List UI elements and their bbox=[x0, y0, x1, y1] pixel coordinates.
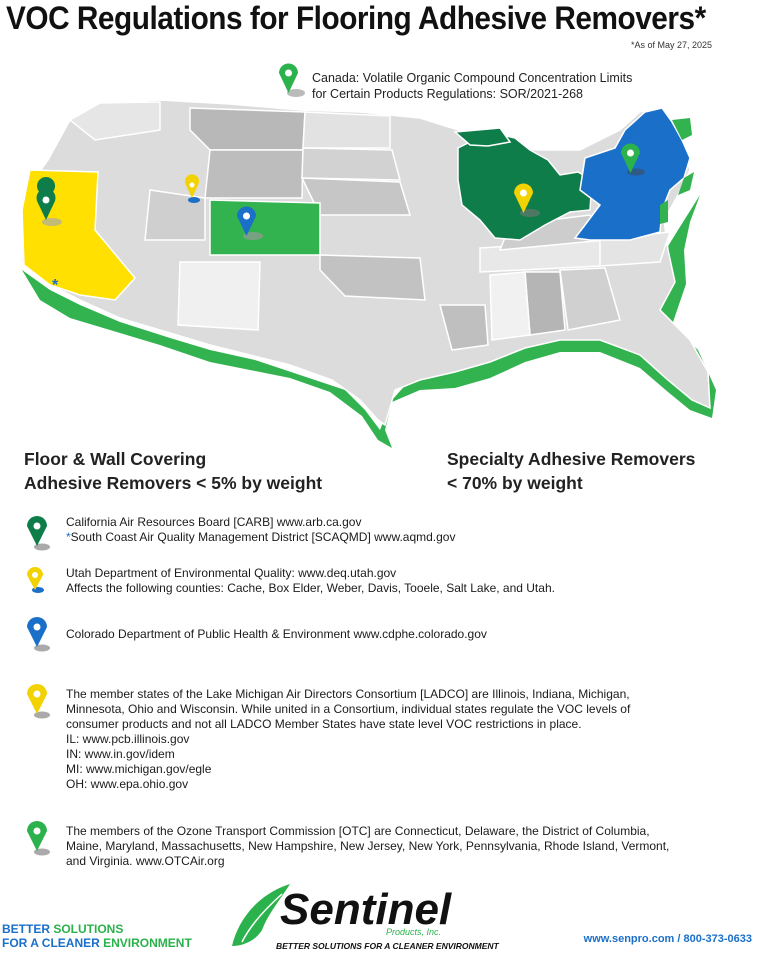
state-alabama bbox=[524, 271, 566, 336]
legend-ladco-line3: consumer products and not all LADCO Memb… bbox=[66, 717, 582, 731]
logo-products-inc: Products, Inc. bbox=[386, 927, 441, 937]
colorado-pin bbox=[237, 206, 263, 240]
canada-note: Canada: Volatile Organic Compound Concen… bbox=[312, 70, 672, 102]
page-title: VOC Regulations for Flooring Adhesive Re… bbox=[6, 0, 706, 36]
legend-carb-line2-text: South Coast Air Quality Management Distr… bbox=[70, 530, 456, 544]
state-montana bbox=[189, 107, 306, 151]
state-utah bbox=[144, 189, 206, 241]
california-carb-pin bbox=[36, 177, 62, 226]
map-pin-icon-otc bbox=[27, 821, 50, 856]
logo-tagline: BETTER SOLUTIONS FOR A CLEANER ENVIRONME… bbox=[276, 941, 500, 951]
legend-ladco-oh: OH: www.epa.ohio.gov bbox=[66, 777, 189, 791]
footer-contact[interactable]: www.senpro.com / 800-373-0633 bbox=[583, 933, 752, 945]
footer-tagline: BETTER SOLUTIONS FOR A CLEANER ENVIRONME… bbox=[2, 922, 192, 950]
legend-utah-line1: Utah Department of Environmental Quality… bbox=[66, 566, 397, 580]
map-pin-icon-ladco bbox=[27, 684, 50, 719]
state-mississippi bbox=[489, 271, 531, 341]
ladco-pin bbox=[514, 183, 540, 217]
michigan-upper bbox=[453, 127, 512, 147]
floor-wall-heading-line1: Floor & Wall Covering bbox=[24, 449, 207, 469]
state-south-dakota bbox=[301, 147, 401, 181]
tagline-environment: ENVIRONMENT bbox=[103, 936, 192, 950]
legend-ladco-line1: The member states of the Lake Michigan A… bbox=[66, 687, 630, 701]
scaqmd-mark: * bbox=[66, 530, 71, 544]
canada-note-line2: for Certain Products Regulations: SOR/20… bbox=[312, 87, 583, 101]
legend-ladco-line2: Minnesota, Ohio and Wisconsin. While uni… bbox=[66, 702, 631, 716]
sentinel-logo: Sentinel Products, Inc. BETTER SOLUTIONS… bbox=[232, 884, 500, 951]
legend-carb-line2: *South Coast Air Quality Management Dist… bbox=[66, 530, 746, 545]
tagline-solutions: SOLUTIONS bbox=[53, 922, 124, 936]
state-new-mexico bbox=[177, 261, 261, 331]
as-of-date: *As of May 27, 2025 bbox=[630, 40, 712, 50]
canada-note-line1: Canada: Volatile Organic Compound Concen… bbox=[312, 71, 633, 85]
state-colorado bbox=[209, 199, 321, 256]
logo-wordmark: Sentinel bbox=[280, 885, 452, 934]
legend-otc-line3: and Virginia. www.OTCAir.org bbox=[66, 854, 225, 868]
state-louisiana bbox=[439, 304, 489, 351]
scaqmd-asterisk: * bbox=[52, 277, 59, 294]
legend-carb-line1: California Air Resources Board [CARB] ww… bbox=[66, 515, 362, 529]
us-voc-map bbox=[21, 63, 716, 448]
canada-pin bbox=[279, 63, 305, 97]
otc-pin bbox=[621, 143, 645, 176]
specialty-heading: Specialty Adhesive Removers < 70% by wei… bbox=[447, 447, 695, 495]
legend-otc-line2: Maine, Maryland, Massachusetts, New Hamp… bbox=[66, 839, 670, 853]
legend-ladco-il: IL: www.pcb.illinois.gov bbox=[66, 732, 190, 746]
legend-colorado-line1: Colorado Department of Public Health & E… bbox=[66, 627, 487, 641]
tagline-for-a-cleaner: FOR A CLEANER bbox=[2, 936, 104, 950]
floor-wall-heading: Floor & Wall Covering Adhesive Removers … bbox=[24, 447, 322, 495]
specialty-heading-line2: < 70% by weight bbox=[447, 473, 583, 493]
map-pin-icon-colorado bbox=[27, 617, 50, 652]
state-washington bbox=[68, 101, 161, 141]
state-oklahoma bbox=[319, 254, 426, 301]
floor-wall-heading-line2: Adhesive Removers < 5% by weight bbox=[24, 473, 323, 493]
legend-utah-line2: Affects the following counties: Cache, B… bbox=[66, 581, 555, 595]
legend-ladco-mi: MI: www.michigan.gov/egle bbox=[66, 762, 212, 776]
otc-coast bbox=[660, 118, 694, 224]
legend-otc-line1: The members of the Ozone Transport Commi… bbox=[66, 824, 650, 838]
map-pin-icon-utah bbox=[27, 567, 44, 593]
state-georgia bbox=[559, 267, 621, 331]
state-north-dakota bbox=[302, 111, 391, 149]
utah-pin bbox=[185, 174, 200, 203]
specialty-heading-line1: Specialty Adhesive Removers bbox=[447, 449, 696, 469]
legend-ladco-in: IN: www.in.gov/idem bbox=[66, 747, 175, 761]
map-pin-icon-carb bbox=[27, 516, 50, 551]
state-wyoming bbox=[204, 149, 304, 199]
tagline-better: BETTER bbox=[2, 922, 54, 936]
